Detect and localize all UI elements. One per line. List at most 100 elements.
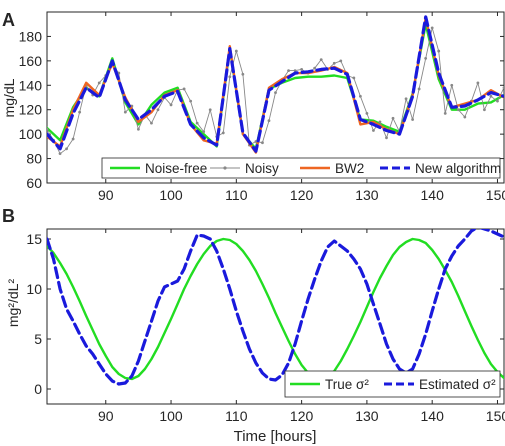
panel-a-noisy-point: [404, 97, 408, 101]
panel-a-x-tick-label: 150: [486, 187, 505, 203]
panel-a-noisy-point: [391, 116, 395, 120]
panel-a-noisy-point: [189, 99, 193, 103]
panel-a-noisy-point: [293, 69, 297, 73]
panel-a-noisy-point: [489, 94, 493, 98]
panel-a-legend-dot: [223, 166, 227, 170]
panel-a-noisy-point: [332, 61, 336, 65]
panel-b-y-tick-label: 15: [26, 231, 42, 247]
panel-b-y-tick-label: 0: [34, 381, 42, 397]
panel-a-x-tick-label: 130: [355, 187, 379, 203]
panel-a-noisy-point: [430, 26, 434, 30]
panel-a-noisy-point: [150, 121, 153, 125]
panel-a-noisy-point: [437, 49, 441, 53]
panel-a-noisy-point: [234, 49, 238, 53]
panel-a-noisy-point: [274, 91, 277, 95]
panel-b-x-axis-label: Time [hours]: [234, 428, 317, 445]
panel-a-noisy-point: [456, 108, 460, 112]
panel-a-ticks: 90 100 110 120 130 140 150 60 80 100 120 140 160 180: [19, 12, 505, 203]
panel-a-noisy-point: [372, 129, 375, 132]
panel-a-axes-box: [46, 11, 505, 184]
panel-b: B 90 100 110 120 130 140 150 0 5 10 15 mg²/dL² Tim…: [2, 206, 505, 445]
panel-a-x-tick-label: 140: [421, 187, 445, 203]
panel-b-series-true: [47, 237, 504, 381]
panel-a-noisy-point: [71, 137, 75, 141]
panel-a-series-new-algorithm: [47, 15, 504, 153]
panel-a-y-tick-label: 180: [19, 28, 43, 44]
panel-a-noisy-point: [496, 99, 499, 103]
panel-b-legend-label-true: True σ²: [325, 377, 369, 392]
panel-b-x-tick-label: 100: [159, 408, 183, 424]
panel-b-label: B: [2, 206, 15, 226]
panel-a-legend-label-new-algorithm: New algorithm: [415, 161, 501, 176]
panel-a-noisy-point: [169, 103, 173, 107]
panel-a-noisy-point: [228, 75, 232, 79]
panel-a-noisy-point: [123, 110, 127, 114]
panel-a-noisy-point: [378, 120, 382, 124]
panel-a-noisy-point: [358, 94, 362, 98]
panel-a-legend-label-noise-free: Noise-free: [145, 161, 207, 176]
panel-b-x-tick-label: 140: [421, 408, 445, 424]
panel-a-y-tick-label: 80: [26, 151, 42, 167]
panel-a-noisy-point: [411, 118, 414, 121]
panel-b-x-tick-label: 130: [355, 408, 379, 424]
panel-a-plot-area: [47, 15, 504, 156]
panel-a-x-tick-label: 90: [98, 187, 114, 203]
panel-a-noisy-point: [267, 119, 271, 123]
panel-a: A 90 100 110 120 130 140 150 60 80 100 120 140 160 18…: [1, 10, 505, 203]
panel-a-noisy-point: [78, 110, 82, 114]
panel-a-noisy-point: [182, 87, 186, 91]
panel-b-ticks: 90 100 110 120 130 140 150 0 5 10 15: [26, 229, 505, 424]
panel-a-noisy-point: [463, 115, 467, 119]
panel-a-legend-label-bw2: BW2: [335, 161, 364, 176]
panel-a-noisy-point: [156, 108, 160, 112]
panel-b-legend: True σ² Estimated σ²: [284, 370, 501, 398]
panel-a-noisy-point: [502, 86, 504, 90]
panel-a-noisy-point: [319, 58, 323, 62]
panel-b-legend-box: [284, 370, 501, 398]
panel-a-noisy-point: [417, 87, 421, 91]
panel-a-noisy-point: [424, 57, 428, 60]
panel-b-x-tick-label: 120: [290, 408, 314, 424]
panel-a-y-tick-label: 100: [19, 126, 43, 142]
panel-a-noisy-point: [365, 111, 369, 115]
panel-a-x-tick-label: 100: [159, 187, 183, 203]
panel-a-x-tick-label: 110: [225, 187, 248, 203]
panel-a-noisy-point: [313, 66, 317, 70]
panel-a-noisy-point: [476, 81, 480, 85]
panel-a-noisy-point: [195, 121, 199, 125]
panel-b-x-tick-label: 110: [225, 408, 248, 424]
panel-b-y-tick-label: 10: [26, 281, 42, 297]
panel-a-legend: Noise-free Noisy BW2 New algorithm: [101, 157, 501, 179]
panel-a-noisy-point: [208, 108, 212, 112]
panel-a-noisy-point: [65, 147, 68, 151]
panel-a-noisy-point: [241, 72, 245, 76]
panel-a-noisy-point: [450, 83, 454, 87]
panel-a-noisy-point: [97, 81, 101, 85]
panel-a-noisy-point: [221, 131, 225, 135]
panel-a-label: A: [2, 10, 15, 30]
panel-b-plot-area: [47, 229, 504, 386]
panel-a-noisy-point: [202, 130, 206, 134]
panel-a-y-tick-label: 120: [19, 102, 43, 118]
panel-b-legend-label-estimated: Estimated σ²: [419, 377, 496, 392]
panel-a-noisy-point: [443, 111, 447, 115]
panel-a-noisy-point: [300, 68, 304, 71]
panel-a-y-tick-label: 160: [19, 53, 43, 69]
panel-a-legend-label-noisy: Noisy: [245, 161, 279, 176]
panel-a-noisy-point: [287, 69, 290, 73]
panel-a-noisy-point: [483, 108, 486, 112]
panel-b-y-axis-label: mg²/dL²: [5, 279, 21, 328]
panel-a-noisy-point: [47, 127, 49, 131]
panel-a-noisy-point: [261, 141, 264, 145]
panel-a-y-tick-label: 140: [19, 77, 43, 93]
panel-a-noisy-point: [339, 59, 343, 63]
panel-a-x-tick-label: 120: [290, 187, 314, 203]
panel-a-y-tick-label: 60: [26, 175, 42, 191]
panel-b-x-tick-label: 90: [98, 408, 114, 424]
panel-a-noisy-point: [352, 76, 356, 80]
panel-a-y-axis-label: mg/dL: [1, 78, 17, 117]
panel-a-noisy-point: [385, 136, 388, 140]
panel-a-noisy-point: [137, 127, 140, 131]
panel-b-series-estimated: [47, 229, 504, 386]
